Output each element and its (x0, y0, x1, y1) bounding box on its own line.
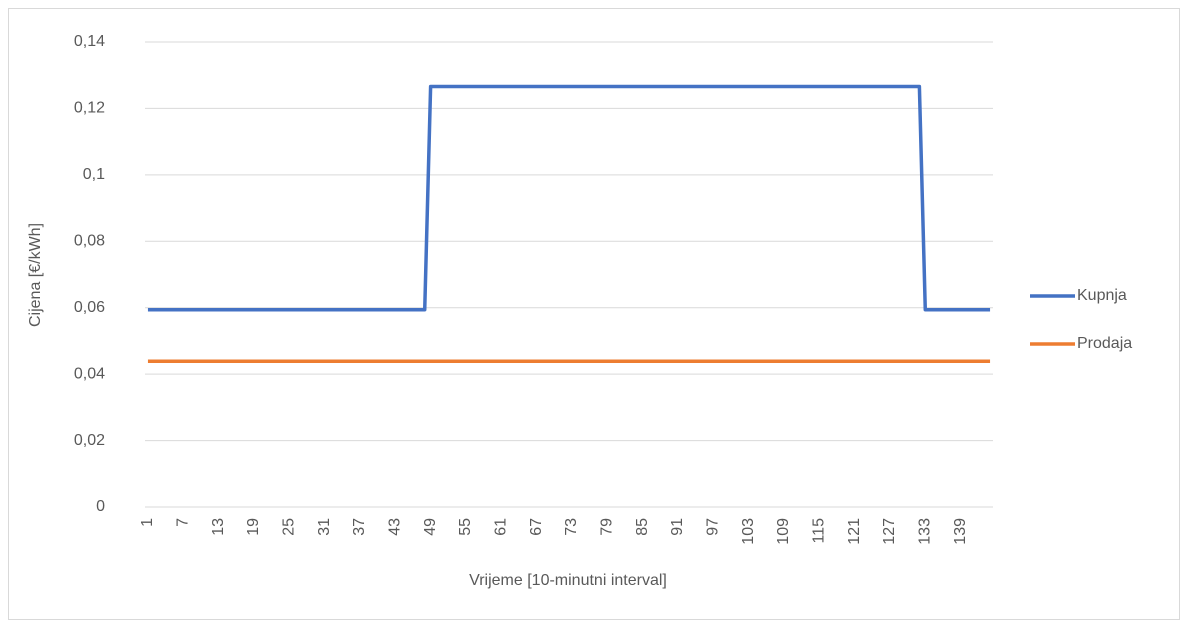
legend-label: Prodaja (1077, 335, 1132, 352)
y-tick-label: 0 (96, 498, 105, 515)
x-tick-label: 7 (174, 518, 191, 527)
x-tick-label: 73 (563, 518, 580, 536)
y-tick-label: 0,1 (83, 166, 105, 183)
x-tick-label: 19 (245, 518, 262, 536)
x-tick-label: 49 (422, 518, 439, 536)
x-tick-label: 1 (139, 518, 156, 527)
x-tick-label: 67 (528, 518, 545, 536)
x-axis-title: Vrijeme [10-minutni interval] (469, 572, 667, 589)
y-tick-label: 0,06 (74, 299, 105, 316)
y-axis-title: Cijena [€/kWh] (27, 223, 44, 327)
chart-border (8, 8, 1180, 620)
x-tick-label: 109 (775, 518, 792, 545)
x-tick-label: 85 (634, 518, 651, 536)
x-tick-label: 43 (386, 518, 403, 536)
legend-label: Kupnja (1077, 287, 1127, 304)
x-tick-label: 97 (704, 518, 721, 536)
x-tick-label: 25 (280, 518, 297, 536)
y-tick-label: 0,12 (74, 100, 105, 117)
x-tick-label: 31 (316, 518, 333, 536)
x-tick-label: 115 (810, 518, 827, 544)
x-tick-label: 91 (669, 518, 686, 536)
x-tick-label: 79 (598, 518, 615, 536)
x-tick-label: 37 (351, 518, 368, 536)
y-tick-label: 0,14 (74, 33, 105, 50)
series-line (147, 84, 991, 312)
x-tick-label: 13 (210, 518, 227, 536)
x-tick-label: 133 (916, 518, 933, 545)
y-tick-label: 0,02 (74, 432, 105, 449)
x-tick-label: 127 (881, 518, 898, 545)
x-tick-label: 121 (846, 518, 863, 545)
x-tick-label: 55 (457, 518, 474, 536)
x-tick-label: 103 (740, 518, 757, 545)
y-tick-label: 0,04 (74, 365, 105, 382)
y-tick-label: 0,08 (74, 233, 105, 250)
x-tick-label: 139 (952, 518, 969, 545)
x-tick-label: 61 (492, 518, 509, 536)
